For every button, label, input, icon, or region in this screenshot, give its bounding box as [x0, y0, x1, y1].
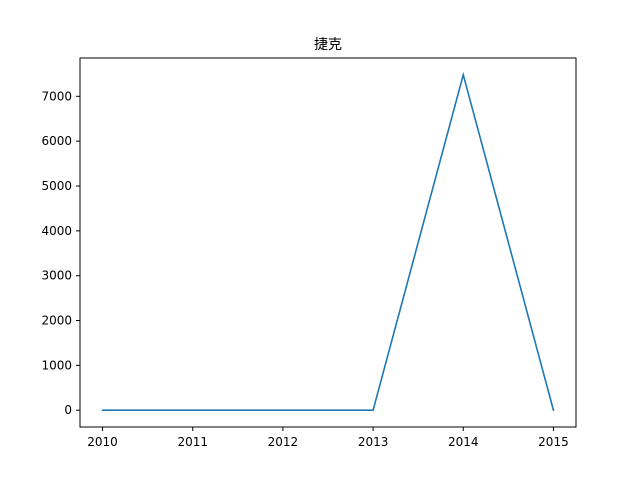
- x-tick-label: 2011: [177, 435, 208, 449]
- data-point: [462, 73, 465, 76]
- y-tick-label: 1000: [41, 358, 72, 372]
- data-point: [101, 409, 104, 412]
- series-line: [102, 71, 555, 412]
- data-point: [191, 409, 194, 412]
- x-tick-label: 2014: [448, 435, 479, 449]
- x-tick-label: 2013: [358, 435, 389, 449]
- y-tick-label: 4000: [41, 224, 72, 238]
- y-tick-label: 3000: [41, 269, 72, 283]
- x-tick-label: 2012: [268, 435, 299, 449]
- x-tick-label: 2015: [538, 435, 569, 449]
- y-tick-label: 0: [64, 403, 72, 417]
- chart-title: 捷克: [314, 37, 342, 53]
- data-point: [282, 409, 284, 412]
- series-layer: [101, 71, 555, 412]
- data-point: [552, 409, 555, 412]
- y-tick-label: 2000: [41, 314, 72, 328]
- y-tick-label: 6000: [41, 134, 72, 148]
- y-tick-label: 7000: [41, 89, 72, 103]
- plot-area-frame: [79, 57, 577, 428]
- data-point: [372, 409, 374, 412]
- x-tick-label: 2010: [87, 435, 118, 449]
- y-tick-label: 5000: [41, 179, 72, 193]
- x-axis: 2010 2011 2012 2013 2014 2015: [87, 427, 569, 449]
- y-axis: 0 1000 2000 3000 4000 5000 6000 7000: [41, 89, 80, 417]
